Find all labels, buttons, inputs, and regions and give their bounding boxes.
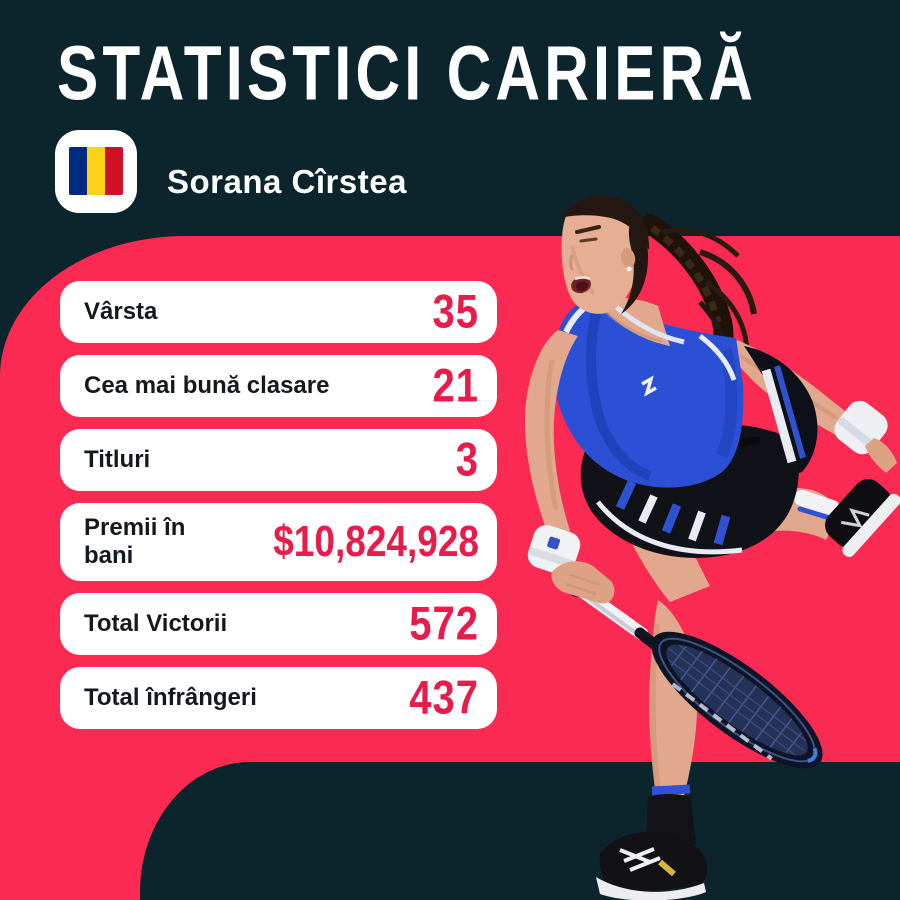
stat-label: Premii în bani <box>84 514 186 569</box>
stat-value: 21 <box>432 359 479 412</box>
stat-label: Vârsta <box>84 298 158 326</box>
nb-logo-icon <box>641 375 657 397</box>
stat-value: 35 <box>432 285 479 338</box>
player-photo <box>524 195 900 900</box>
stat-label: Cea mai bună clasare <box>84 372 330 400</box>
stat-value: $10,824,928 <box>273 517 479 566</box>
stat-label: Total înfrângeri <box>84 684 257 712</box>
page-title: STATISTICI CARIERĂ <box>57 31 758 117</box>
stat-value: 437 <box>409 671 479 724</box>
stats-list: Vârsta 35 Cea mai bună clasare 21 Titlur… <box>60 281 497 729</box>
bottom-dark-band <box>140 762 900 900</box>
romania-flag-icon <box>69 147 123 195</box>
stat-value: 572 <box>409 597 479 650</box>
stat-label: Titluri <box>84 446 151 474</box>
stat-label: Total Victorii <box>84 610 228 638</box>
back-shoe <box>825 479 900 557</box>
stat-row: Vârsta 35 <box>60 281 497 343</box>
player-name: Sorana Cîrstea <box>167 163 407 200</box>
flag-card <box>55 130 137 213</box>
tennis-racket <box>568 579 823 769</box>
stat-row: Total înfrângeri 437 <box>60 667 497 729</box>
stat-row: Premii în bani $10,824,928 <box>60 503 497 581</box>
stat-row: Total Victorii 572 <box>60 593 497 655</box>
stat-row: Titluri 3 <box>60 429 497 491</box>
stat-value: 3 <box>455 433 479 486</box>
stat-row: Cea mai bună clasare 21 <box>60 355 497 417</box>
front-shoe <box>599 831 708 896</box>
